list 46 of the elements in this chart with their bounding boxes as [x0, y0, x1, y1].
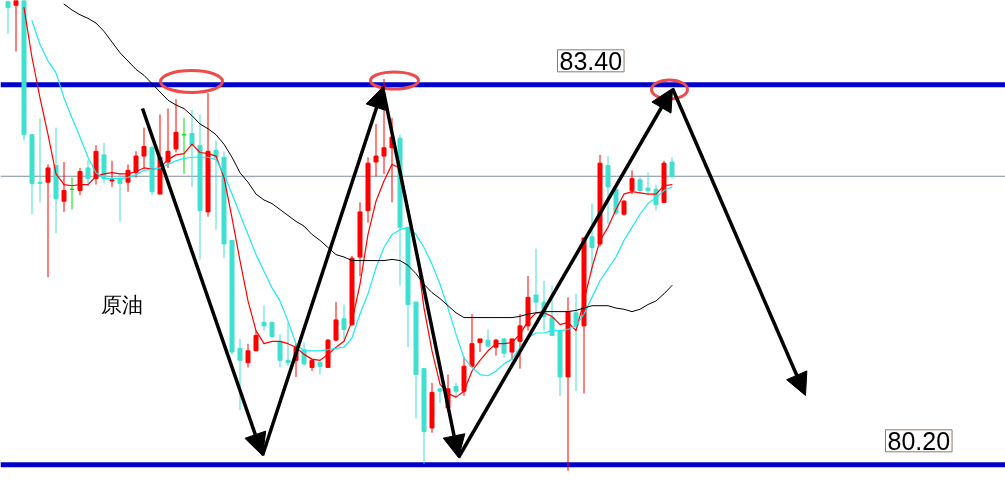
candlestick — [101, 142, 107, 184]
candlestick — [245, 343, 251, 368]
candlestick — [125, 163, 131, 193]
annotation: 原油 — [100, 292, 143, 317]
candlestick — [213, 140, 219, 231]
candlestick — [645, 172, 651, 195]
candlestick — [237, 338, 243, 411]
candlestick — [549, 285, 555, 336]
candlestick — [509, 338, 515, 361]
candlestick — [573, 293, 579, 392]
ref-line-label: 83.40 — [559, 46, 623, 75]
candlestick — [37, 117, 43, 203]
candlestick — [469, 313, 475, 368]
candlestick — [253, 330, 259, 352]
candlestick — [317, 359, 323, 376]
candlestick — [669, 156, 675, 180]
candlestick — [485, 328, 491, 348]
ref-line-label: 80.20 — [887, 426, 951, 455]
candlestick — [61, 161, 67, 213]
candlestick — [477, 338, 483, 353]
candlestick — [277, 333, 283, 368]
candlestick — [629, 169, 635, 195]
candlestick — [77, 167, 83, 196]
candlestick — [85, 159, 91, 187]
candlestick — [589, 203, 595, 275]
candlestick — [13, 0, 19, 53]
candlestick — [605, 155, 611, 225]
candlestick — [133, 150, 139, 178]
candlestick — [189, 109, 195, 188]
candlestick — [173, 98, 179, 153]
candlestick — [141, 127, 147, 169]
candlestick — [45, 163, 51, 278]
candlestick — [493, 338, 499, 357]
candlestick — [453, 382, 459, 398]
candlestick — [533, 248, 539, 314]
candlestick — [517, 313, 523, 370]
candlestick — [333, 301, 339, 342]
candlestick — [165, 108, 171, 169]
candlestick — [5, 0, 11, 35]
candlestick — [261, 305, 267, 332]
candlestick — [285, 321, 291, 367]
candlestick — [341, 304, 347, 342]
candlestick — [373, 123, 379, 177]
candlestick — [109, 160, 115, 188]
candlestick — [437, 388, 443, 404]
candlestick — [117, 172, 123, 222]
